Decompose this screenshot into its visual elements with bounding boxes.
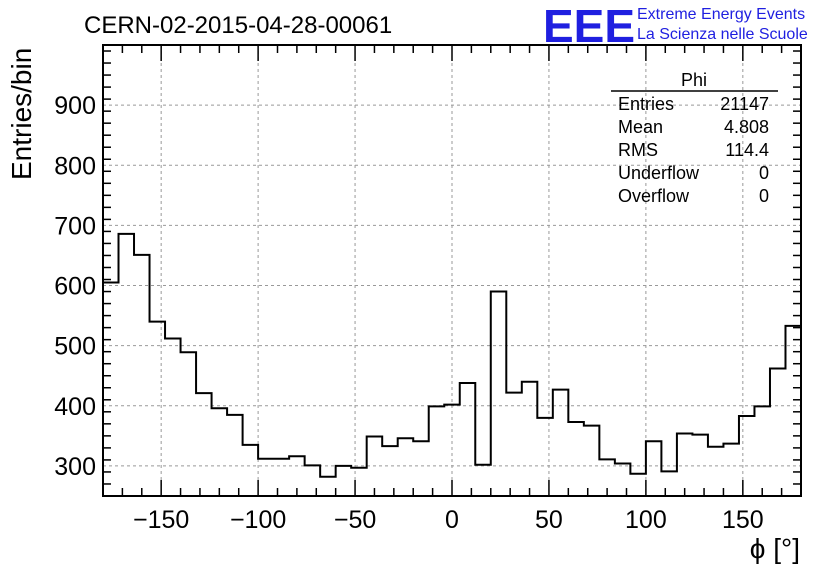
stats-label-overflow: Overflow (618, 186, 690, 206)
histogram-bin (212, 408, 228, 496)
histogram-bin (708, 447, 724, 496)
y-tick-label: 300 (54, 453, 96, 481)
logo-mark: EEE (543, 0, 635, 52)
stats-label-entries: Entries (618, 94, 674, 114)
histogram-bin (692, 435, 708, 496)
y-tick-label: 600 (54, 273, 96, 301)
histogram-bin (336, 466, 352, 496)
histogram-bin (181, 352, 197, 496)
y-tick-label: 800 (54, 152, 96, 180)
y-tick-label: 500 (54, 333, 96, 361)
histogram-bin (429, 406, 445, 496)
histogram-bin (398, 438, 414, 496)
histogram-bin (661, 471, 677, 496)
histogram-bin (258, 459, 274, 496)
y-tick-label: 400 (54, 393, 96, 421)
grid-lines (103, 45, 801, 496)
x-tick-label: 50 (535, 506, 563, 534)
x-tick-label: −50 (334, 506, 376, 534)
histogram-bin (413, 441, 429, 496)
histogram-bin (770, 369, 786, 496)
stats-title: Phi (681, 70, 707, 90)
stats-value-underflow: 0 (759, 163, 769, 183)
histogram-bin (537, 418, 553, 496)
histogram-bin (134, 255, 150, 496)
histogram-bin (491, 292, 507, 496)
histogram-bin (615, 464, 631, 496)
x-tick-label: 150 (722, 506, 764, 534)
y-axis-title: Entries/bin (6, 48, 37, 180)
histogram-bin (103, 283, 119, 496)
histogram-bin (568, 422, 584, 496)
histogram-bin (382, 446, 398, 496)
histogram-bin (351, 468, 367, 496)
histogram-bin (305, 465, 321, 496)
histogram-bin (119, 234, 135, 496)
histogram-bin (584, 426, 600, 496)
histogram-bin (165, 338, 181, 496)
histogram-bin (150, 322, 166, 496)
stats-label-mean: Mean (618, 117, 663, 137)
histogram-bin (677, 433, 693, 496)
histogram-bin (630, 474, 646, 496)
histogram-bin (227, 415, 243, 496)
histogram-bin (553, 390, 569, 496)
histogram-bins (102, 232, 802, 496)
logo: EEE Extreme Energy Events La Scienza nel… (543, 0, 808, 52)
x-tick-label: 0 (445, 506, 459, 534)
y-tick-label: 700 (54, 212, 96, 240)
histogram-bin (196, 393, 212, 496)
tick-labels: −150 −100 −50 0 50 100 150 300 400 500 600 700 800 90… (54, 92, 763, 534)
x-axis-title: ϕ [°] (750, 533, 800, 564)
histogram-bin (475, 465, 491, 496)
logo-line-2: La Scienza nelle Scuole (637, 26, 808, 43)
stats-value-overflow: 0 (759, 186, 769, 206)
axis-ticks (102, 45, 802, 497)
histogram-bin (243, 445, 259, 496)
histogram-bin (723, 444, 739, 496)
stats-value-mean: 4.808 (724, 117, 769, 137)
stats-box: Phi Entries 21147 Mean 4.808 RMS 114.4 U… (611, 70, 778, 206)
stats-label-underflow: Underflow (618, 163, 700, 183)
logo-line-1: Extreme Energy Events (637, 6, 805, 23)
histogram-bin (754, 406, 770, 496)
histogram-bin (646, 441, 662, 496)
histogram-bin (739, 416, 755, 496)
histogram-bin (460, 383, 476, 496)
histogram-bin (367, 436, 383, 496)
histogram-bin (274, 459, 290, 496)
histogram-bin (522, 382, 538, 496)
stats-value-entries: 21147 (720, 94, 769, 114)
x-tick-label: 100 (625, 506, 667, 534)
histogram-bin (506, 393, 522, 496)
y-tick-label: 900 (54, 92, 96, 120)
histogram-bin (320, 477, 336, 496)
stats-label-rms: RMS (618, 140, 658, 160)
stats-value-rms: 114.4 (725, 140, 769, 160)
x-tick-label: −100 (230, 506, 286, 534)
histogram-outline (102, 232, 802, 496)
chart-title: CERN-02-2015-04-28-00061 (84, 12, 392, 39)
x-tick-label: −150 (133, 506, 189, 534)
